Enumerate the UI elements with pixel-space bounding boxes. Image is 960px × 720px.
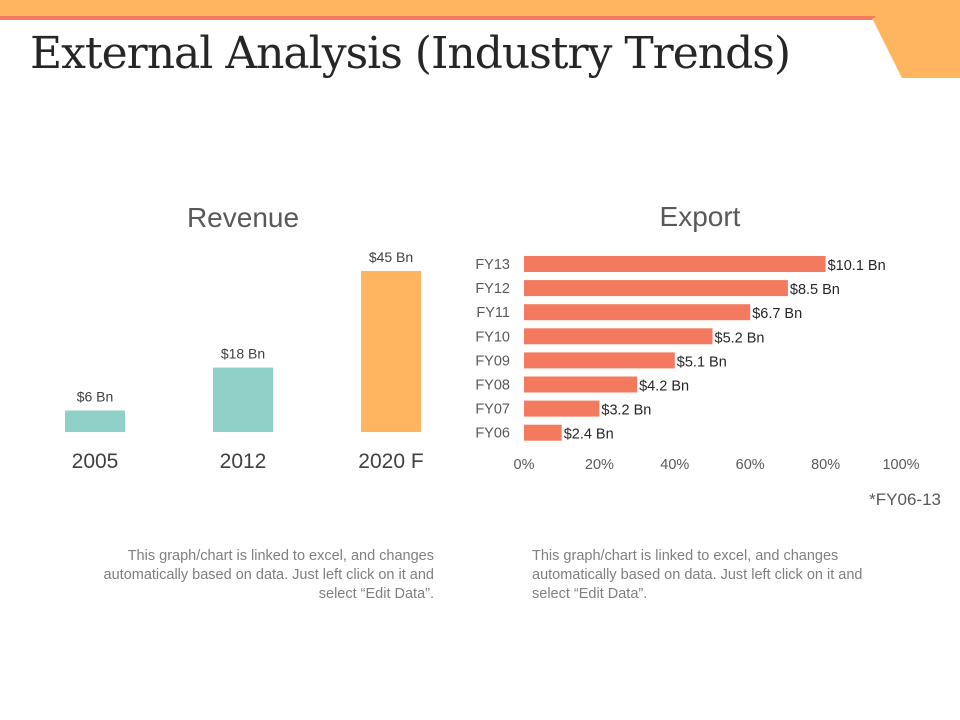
top-accent-bar: [0, 0, 960, 78]
revenue-data-label: $18 Bn: [221, 346, 265, 362]
export-category-label: FY10: [475, 329, 510, 345]
export-data-label: $8.5 Bn: [790, 282, 840, 298]
accent-band: [0, 0, 960, 18]
revenue-bar: [65, 410, 125, 432]
export-data-label: $10.1 Bn: [828, 258, 886, 274]
export-data-label: $2.4 Bn: [564, 427, 614, 443]
export-category-label: FY12: [475, 281, 510, 297]
accent-corner-tab: [872, 18, 960, 78]
export-x-tick-label: 60%: [736, 457, 765, 473]
export-data-label: $4.2 Bn: [639, 379, 689, 395]
export-x-tick-label: 20%: [585, 457, 614, 473]
accent-stripe: [0, 16, 875, 20]
export-footnote: *FY06-13: [869, 490, 941, 509]
export-bar: [524, 376, 638, 393]
export-category-label: FY08: [475, 378, 510, 394]
revenue-bar: [213, 367, 273, 432]
export-category-label: FY09: [475, 353, 510, 369]
export-category-label: FY13: [475, 257, 510, 273]
export-chart-title: Export: [659, 201, 741, 232]
export-bar: [524, 280, 788, 297]
revenue-category-label: 2012: [220, 450, 267, 473]
export-x-tick-label: 40%: [660, 457, 689, 473]
export-data-label: $3.2 Bn: [601, 403, 651, 419]
revenue-bar: [361, 271, 421, 432]
export-data-label: $5.2 Bn: [715, 330, 765, 346]
revenue-category-label: 2005: [72, 450, 119, 473]
export-x-tick-label: 100%: [882, 457, 919, 473]
export-x-tick-label: 0%: [514, 457, 535, 473]
export-bar: [524, 400, 600, 417]
export-bar: [524, 304, 751, 321]
revenue-chart-title: Revenue: [186, 202, 300, 233]
export-category-label: FY11: [476, 305, 510, 321]
export-bar: [524, 256, 826, 272]
export-x-tick-label: 80%: [811, 457, 840, 473]
export-data-label: $6.7 Bn: [752, 306, 802, 322]
export-category-label: FY07: [475, 402, 510, 418]
revenue-chart-note: This graph/chart is linked to excel, and…: [103, 548, 434, 602]
export-category-label: FY06: [475, 426, 510, 442]
export-chart-note: This graph/chart is linked to excel, and…: [532, 548, 863, 602]
revenue-category-label: 2020 F: [358, 450, 423, 473]
export-bar: [524, 424, 562, 441]
page-title: External Analysis (Industry Trends): [30, 28, 791, 79]
export-data-label: $5.1 Bn: [677, 354, 727, 370]
export-bar: [524, 328, 713, 345]
export-bar: [524, 352, 675, 369]
revenue-data-label: $45 Bn: [369, 249, 413, 265]
revenue-data-label: $6 Bn: [77, 389, 114, 405]
